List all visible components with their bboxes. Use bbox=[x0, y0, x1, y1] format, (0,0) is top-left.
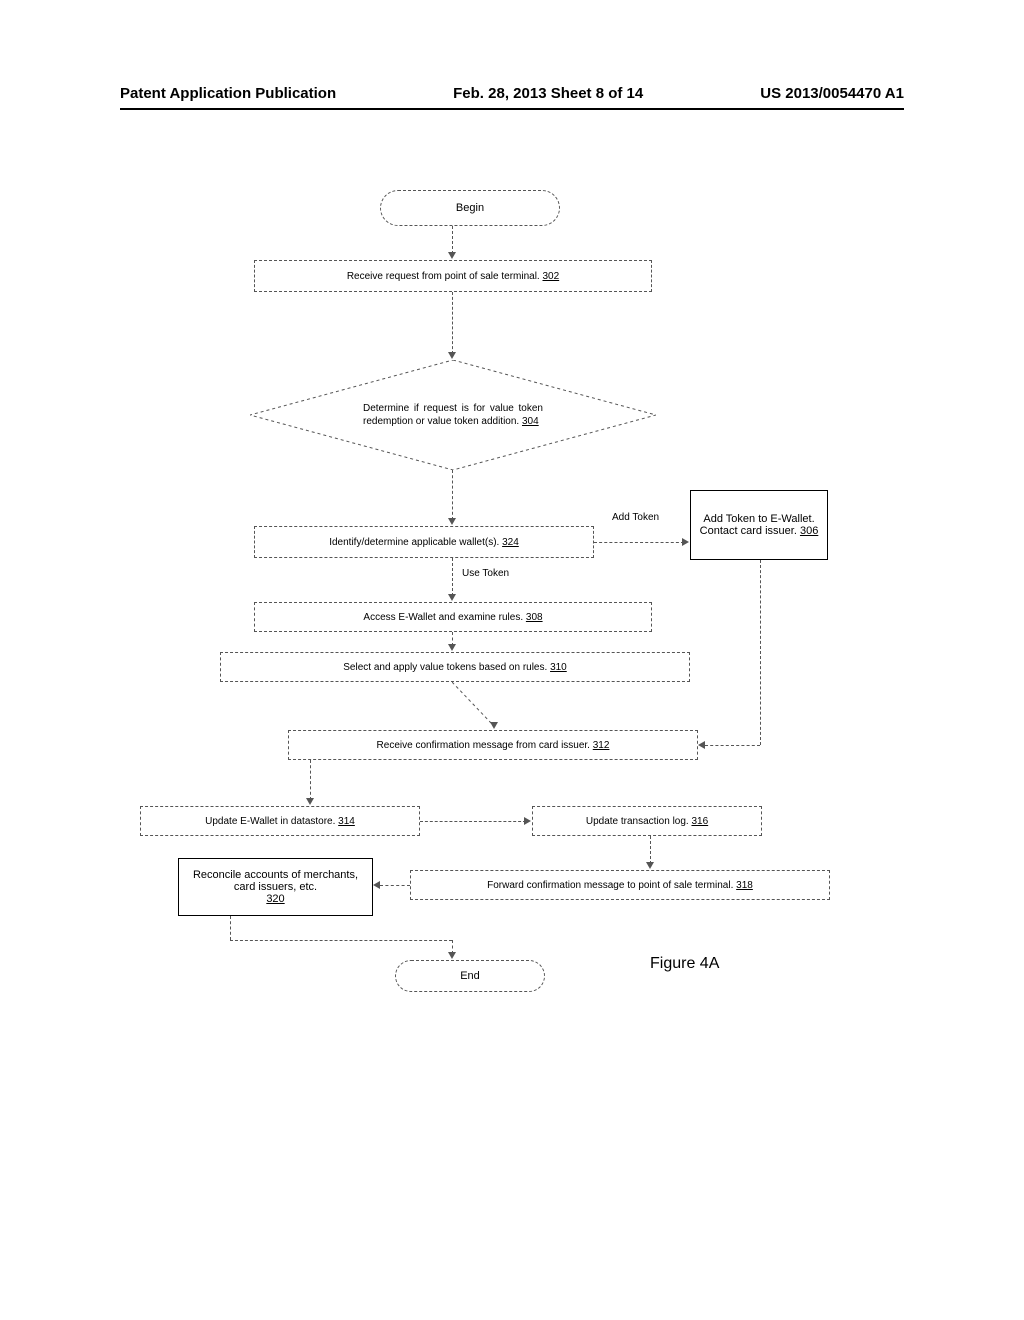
node-302: Receive request from point of sale termi… bbox=[254, 260, 652, 292]
node-316-text: Update transaction log. bbox=[586, 816, 689, 827]
edge-306-312-v bbox=[760, 560, 761, 745]
node-306-text: Add Token to E-Wallet. Contact card issu… bbox=[700, 513, 815, 537]
figure-label: Figure 4A bbox=[650, 955, 719, 973]
edge-302-304 bbox=[452, 292, 453, 354]
node-324-ref: 324 bbox=[502, 537, 519, 548]
node-318: Forward confirmation message to point of… bbox=[410, 870, 830, 900]
node-304-ref: 304 bbox=[522, 416, 539, 427]
node-314-ref: 314 bbox=[338, 816, 355, 827]
arrow-head bbox=[448, 518, 456, 525]
node-312: Receive confirmation message from card i… bbox=[288, 730, 698, 760]
edge-314-316 bbox=[420, 821, 526, 822]
arrow-head bbox=[490, 722, 498, 729]
arrow-head bbox=[448, 644, 456, 651]
arrow-head bbox=[448, 952, 456, 959]
begin-terminator: Begin bbox=[380, 190, 560, 226]
node-324-text: Identify/determine applicable wallet(s). bbox=[329, 537, 499, 548]
node-320: Reconcile accounts of merchants, card is… bbox=[178, 858, 373, 916]
node-304: Determine if request is for value token … bbox=[250, 360, 656, 470]
arrow-head bbox=[448, 594, 456, 601]
edge-label-use-token: Use Token bbox=[460, 568, 511, 579]
node-312-text: Receive confirmation message from card i… bbox=[377, 740, 590, 751]
node-316-ref: 316 bbox=[691, 816, 708, 827]
node-310-ref: 310 bbox=[550, 662, 567, 673]
node-310: Select and apply value tokens based on r… bbox=[220, 652, 690, 682]
edge-324-306 bbox=[594, 542, 684, 543]
edge-label-add-token: Add Token bbox=[610, 512, 661, 523]
begin-label: Begin bbox=[456, 202, 484, 214]
node-308-text: Access E-Wallet and examine rules. bbox=[363, 612, 523, 623]
arrow-head bbox=[448, 352, 456, 359]
node-312-ref: 312 bbox=[593, 740, 610, 751]
edge-304-324 bbox=[452, 470, 453, 520]
node-308: Access E-Wallet and examine rules. 308 bbox=[254, 602, 652, 632]
node-318-text: Forward confirmation message to point of… bbox=[487, 880, 733, 891]
end-terminator: End bbox=[395, 960, 545, 992]
node-314: Update E-Wallet in datastore. 314 bbox=[140, 806, 420, 836]
node-308-ref: 308 bbox=[526, 612, 543, 623]
header-divider bbox=[120, 108, 904, 110]
arrow-head bbox=[682, 538, 689, 546]
node-310-text: Select and apply value tokens based on r… bbox=[343, 662, 547, 673]
edge-begin-302 bbox=[452, 226, 453, 254]
node-316: Update transaction log. 316 bbox=[532, 806, 762, 836]
arrow-head bbox=[448, 252, 456, 259]
node-306: Add Token to E-Wallet. Contact card issu… bbox=[690, 490, 828, 560]
arrow-head bbox=[646, 862, 654, 869]
edge-324-308 bbox=[452, 558, 453, 596]
flowchart-diagram: Begin Receive request from point of sale… bbox=[0, 190, 1024, 1090]
edge-312-314-v bbox=[310, 760, 311, 800]
edge-306-312-h bbox=[705, 745, 760, 746]
node-304-text-wrap: Determine if request is for value token … bbox=[363, 402, 543, 428]
node-320-text: Reconcile accounts of merchants, card is… bbox=[193, 869, 358, 893]
header-right: US 2013/0054470 A1 bbox=[760, 85, 904, 102]
arrow-head bbox=[306, 798, 314, 805]
header-center: Feb. 28, 2013 Sheet 8 of 14 bbox=[453, 85, 643, 102]
arrow-head bbox=[524, 817, 531, 825]
edge-320-end-h bbox=[230, 940, 452, 941]
arrow-head bbox=[698, 741, 705, 749]
node-306-ref: 306 bbox=[800, 525, 818, 537]
end-label: End bbox=[460, 970, 480, 982]
edge-316-318 bbox=[650, 836, 651, 864]
edge-318-320 bbox=[380, 885, 410, 886]
edge-320-end-v1 bbox=[230, 916, 231, 940]
node-324: Identify/determine applicable wallet(s).… bbox=[254, 526, 594, 558]
node-302-text: Receive request from point of sale termi… bbox=[347, 271, 540, 282]
node-314-text: Update E-Wallet in datastore. bbox=[205, 816, 335, 827]
node-320-ref: 320 bbox=[266, 893, 284, 905]
node-302-ref: 302 bbox=[542, 271, 559, 282]
edge-310-312 bbox=[452, 682, 512, 732]
node-318-ref: 318 bbox=[736, 880, 753, 891]
header-left: Patent Application Publication bbox=[120, 85, 336, 102]
arrow-head bbox=[373, 881, 380, 889]
node-304-text: Determine if request is for value token … bbox=[363, 403, 543, 427]
